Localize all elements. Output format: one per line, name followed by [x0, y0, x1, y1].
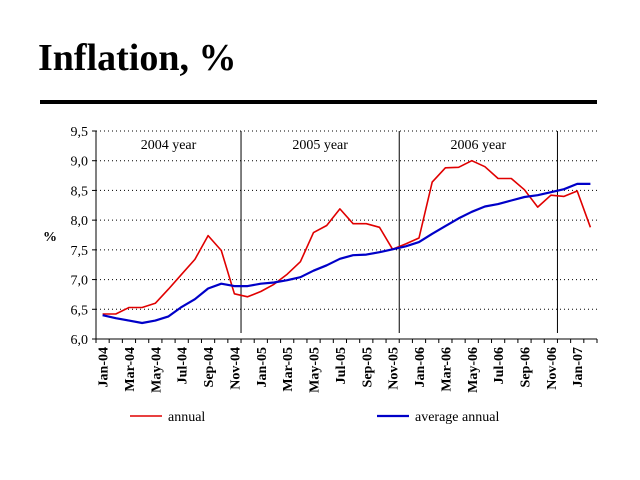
x-tick-label: May-05 [308, 347, 323, 393]
y-axis-title: % [43, 230, 57, 245]
y-tick-label: 9,5 [71, 125, 89, 140]
y-tick-label: 9,0 [71, 155, 89, 170]
title-rule [40, 100, 597, 104]
period-label: 2004 year [141, 138, 197, 153]
x-tick-label: May-06 [466, 347, 481, 393]
x-tick-label: Jul-06 [492, 347, 507, 384]
legend: annual average annual [130, 410, 499, 425]
x-tick-label: May-04 [149, 347, 164, 393]
y-tick-label: 8,0 [71, 214, 89, 229]
axis-layer: 6,0 6,5 7,0 7,5 8,0 8,5 9,0 9,5% Jan-04 Mar-04 May… [43, 125, 598, 393]
x-tick-label: Jul-04 [176, 347, 191, 384]
period-labels: 2004 year 2005 year 2006 year [141, 138, 507, 153]
slide-title: Inflation, % [38, 37, 237, 79]
x-tick-label: Sep-06 [518, 347, 533, 387]
x-tick-label: Mar-05 [281, 347, 296, 392]
series-layer [102, 159, 592, 325]
x-tick-label: Jan-04 [97, 347, 112, 387]
series-line-average-annual [102, 182, 591, 325]
x-tick-label: Sep-05 [360, 347, 375, 387]
series-line-annual [102, 159, 592, 315]
x-tick-label: Mar-04 [123, 347, 138, 392]
y-tick-label: 7,0 [71, 274, 89, 289]
y-tick-label: 6,5 [71, 303, 89, 318]
x-tick-label: Nov-04 [228, 347, 243, 390]
y-tick-label: 8,5 [71, 184, 89, 199]
x-tick-label: Jan-06 [413, 347, 428, 387]
y-tick-label: 7,5 [71, 244, 89, 259]
year-dividers [240, 131, 558, 333]
y-tick-label: 6,0 [71, 333, 89, 348]
legend-label: average annual [415, 410, 499, 425]
x-tick-label: Jul-05 [334, 347, 349, 384]
period-label: 2006 year [451, 138, 507, 153]
x-tick-label: Jan-05 [255, 347, 270, 387]
x-tick-label: Sep-04 [202, 347, 217, 387]
x-tick-label: Mar-06 [439, 347, 454, 392]
grid-layer [96, 130, 597, 310]
x-tick-label: Nov-06 [545, 347, 560, 390]
period-label: 2005 year [292, 138, 348, 153]
x-tick-label: Jan-07 [571, 347, 586, 387]
legend-label: annual [168, 410, 205, 425]
x-tick-label: Nov-05 [387, 347, 402, 390]
